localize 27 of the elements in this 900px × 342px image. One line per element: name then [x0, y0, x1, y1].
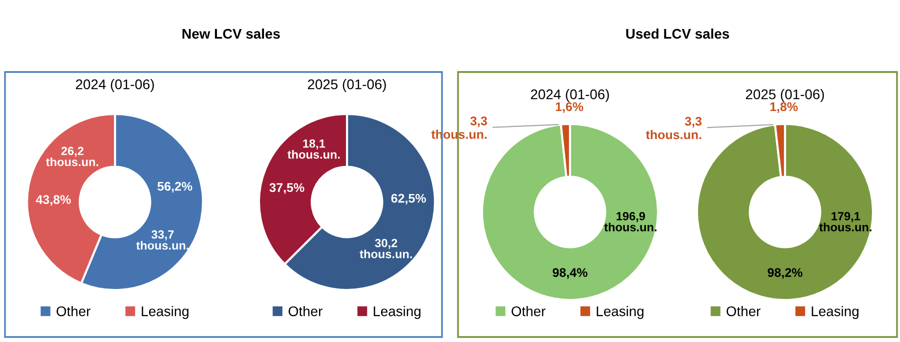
chart-subtitle: Used LCV sales [626, 28, 730, 39]
chart-title: 2025 (01-06) [308, 79, 386, 92]
data-label: 33,7 thous.un. [136, 230, 188, 250]
legend-label: Other [56, 306, 90, 316]
text: 1,8% [770, 102, 798, 113]
text: 43,8% [36, 195, 71, 206]
text: New LCV sales [182, 28, 280, 39]
legend-label: Leasing [142, 306, 188, 319]
text: 98,4% [552, 268, 588, 279]
chart-title: 2024 (01-06) [76, 79, 154, 92]
text: 56,2% [158, 182, 192, 193]
text: 62,5% [391, 194, 426, 205]
legend-label: Other [512, 306, 546, 316]
data-label: 3,3 thous.un. [646, 116, 702, 140]
legend-label: Leasing [374, 306, 420, 319]
data-label: 18,1 thous.un. [288, 139, 340, 159]
chart-title: 2025 (01-06) [746, 89, 824, 102]
text: 1,6% [556, 102, 584, 113]
text: 37,5% [269, 183, 304, 194]
data-label: 26,2 thous.un. [46, 146, 98, 166]
data-label: 30,2 thous.un. [360, 238, 412, 258]
legend-label: Other [288, 306, 322, 316]
legend-label: Leasing [812, 306, 858, 319]
text: 98,2% [768, 268, 802, 279]
legend-label: Other [726, 306, 760, 316]
legend-label: Leasing [596, 306, 644, 319]
chart-title: 2024 (01-06) [530, 89, 609, 102]
